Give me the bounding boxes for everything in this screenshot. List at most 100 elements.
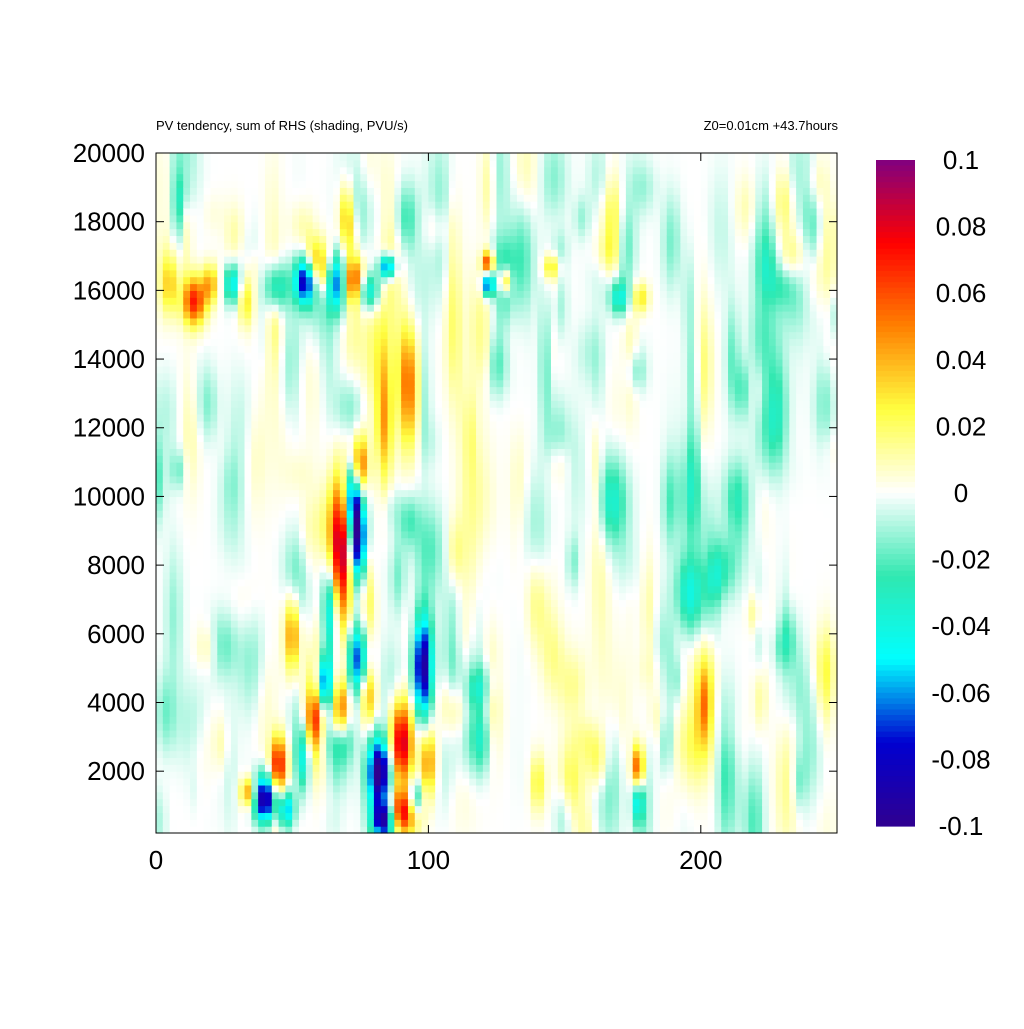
heatmap-cell bbox=[183, 805, 191, 813]
heatmap-cell bbox=[156, 468, 164, 477]
heatmap-cell bbox=[156, 242, 164, 250]
heatmap-cell bbox=[428, 448, 436, 456]
heatmap-cell bbox=[442, 757, 450, 765]
heatmap-cell bbox=[496, 743, 504, 752]
heatmap-cell bbox=[442, 159, 450, 168]
heatmap-cell bbox=[305, 620, 314, 628]
heatmap-cell bbox=[299, 565, 307, 573]
heatmap-cell bbox=[462, 207, 470, 216]
heatmap-cell bbox=[333, 592, 341, 601]
heatmap-cell bbox=[183, 778, 191, 786]
heatmap-cell bbox=[360, 393, 368, 401]
heatmap-cell bbox=[353, 304, 361, 312]
heatmap-cell bbox=[244, 620, 252, 628]
heatmap-cell bbox=[176, 784, 184, 793]
heatmap-cell bbox=[414, 427, 423, 436]
heatmap-cell bbox=[401, 791, 409, 800]
heatmap-cell bbox=[230, 613, 239, 621]
heatmap-cell bbox=[203, 771, 212, 779]
heatmap-cell bbox=[264, 578, 273, 587]
heatmap-cell bbox=[482, 503, 491, 511]
heatmap-cell bbox=[305, 826, 314, 834]
heatmap-cell bbox=[353, 736, 361, 745]
heatmap-cell bbox=[210, 510, 218, 518]
heatmap-cell bbox=[387, 455, 395, 463]
heatmap-cell bbox=[482, 173, 491, 182]
heatmap-cell bbox=[333, 235, 341, 243]
heatmap-cell bbox=[196, 475, 205, 484]
heatmap-cell bbox=[217, 338, 225, 346]
heatmap-cell bbox=[176, 606, 184, 614]
heatmap-cell bbox=[258, 427, 266, 436]
heatmap-cell bbox=[407, 214, 416, 223]
heatmap-cell bbox=[251, 771, 259, 779]
heatmap-cell bbox=[258, 462, 266, 470]
heatmap-cell bbox=[387, 475, 395, 484]
heatmap-cell bbox=[292, 475, 300, 484]
heatmap-cell bbox=[373, 681, 382, 690]
heatmap-cell bbox=[401, 462, 409, 470]
heatmap-cell bbox=[435, 468, 443, 477]
heatmap-cell bbox=[305, 283, 314, 291]
heatmap-cell bbox=[196, 695, 205, 704]
heatmap-cell bbox=[476, 537, 484, 546]
heatmap-cell bbox=[271, 475, 280, 484]
heatmap-cell bbox=[169, 420, 178, 429]
heatmap-cell bbox=[312, 235, 321, 243]
heatmap-cell bbox=[203, 400, 212, 408]
heatmap-cell bbox=[237, 180, 246, 188]
heatmap-cell bbox=[387, 420, 395, 429]
heatmap-cell bbox=[489, 310, 498, 319]
heatmap-cell bbox=[258, 778, 266, 786]
heatmap-cell bbox=[203, 778, 212, 786]
heatmap-cell bbox=[407, 523, 416, 532]
heatmap-cell bbox=[462, 716, 470, 724]
heatmap-cell bbox=[278, 544, 286, 552]
heatmap-cell bbox=[442, 441, 450, 449]
heatmap-cell bbox=[224, 194, 232, 202]
heatmap-cell bbox=[162, 633, 171, 642]
heatmap-cell bbox=[264, 400, 273, 408]
heatmap-cell bbox=[407, 386, 416, 395]
heatmap-cell bbox=[264, 228, 273, 237]
heatmap-cell bbox=[196, 400, 205, 408]
heatmap-cell bbox=[251, 709, 259, 717]
heatmap-cell bbox=[407, 393, 416, 401]
heatmap-cell bbox=[299, 214, 307, 223]
heatmap-cell bbox=[339, 565, 348, 573]
heatmap-cell bbox=[380, 778, 389, 786]
heatmap-cell bbox=[367, 620, 375, 628]
heatmap-cell bbox=[428, 386, 436, 395]
heatmap-cell bbox=[305, 393, 314, 401]
heatmap-cell bbox=[190, 372, 198, 381]
heatmap-cell bbox=[476, 304, 484, 312]
heatmap-cell bbox=[203, 736, 212, 745]
heatmap-cell bbox=[210, 441, 218, 449]
heatmap-cell bbox=[353, 702, 361, 710]
heatmap-cell bbox=[196, 379, 205, 388]
heatmap-cell bbox=[258, 180, 266, 188]
heatmap-cell bbox=[217, 276, 225, 285]
heatmap-cell bbox=[285, 668, 293, 676]
heatmap-cell bbox=[278, 214, 286, 223]
heatmap-cell bbox=[237, 400, 246, 408]
heatmap-cell bbox=[264, 661, 273, 669]
heatmap-cell bbox=[482, 613, 491, 621]
heatmap-cell bbox=[448, 784, 457, 793]
heatmap-cell bbox=[401, 256, 409, 264]
heatmap-cell bbox=[224, 221, 232, 230]
heatmap-cell bbox=[230, 310, 239, 319]
heatmap-cell bbox=[271, 736, 280, 745]
heatmap-cell bbox=[292, 242, 300, 250]
heatmap-cell bbox=[203, 379, 212, 388]
heatmap-cell bbox=[292, 496, 300, 504]
heatmap-cell bbox=[162, 262, 171, 271]
heatmap-cell bbox=[299, 420, 307, 429]
heatmap-cell bbox=[251, 784, 259, 793]
heatmap-cell bbox=[421, 668, 429, 676]
heatmap-cell bbox=[230, 187, 239, 195]
heatmap-cell bbox=[469, 640, 477, 649]
heatmap-cell bbox=[190, 544, 198, 552]
heatmap-cell bbox=[462, 159, 470, 168]
heatmap-cell bbox=[373, 510, 382, 518]
